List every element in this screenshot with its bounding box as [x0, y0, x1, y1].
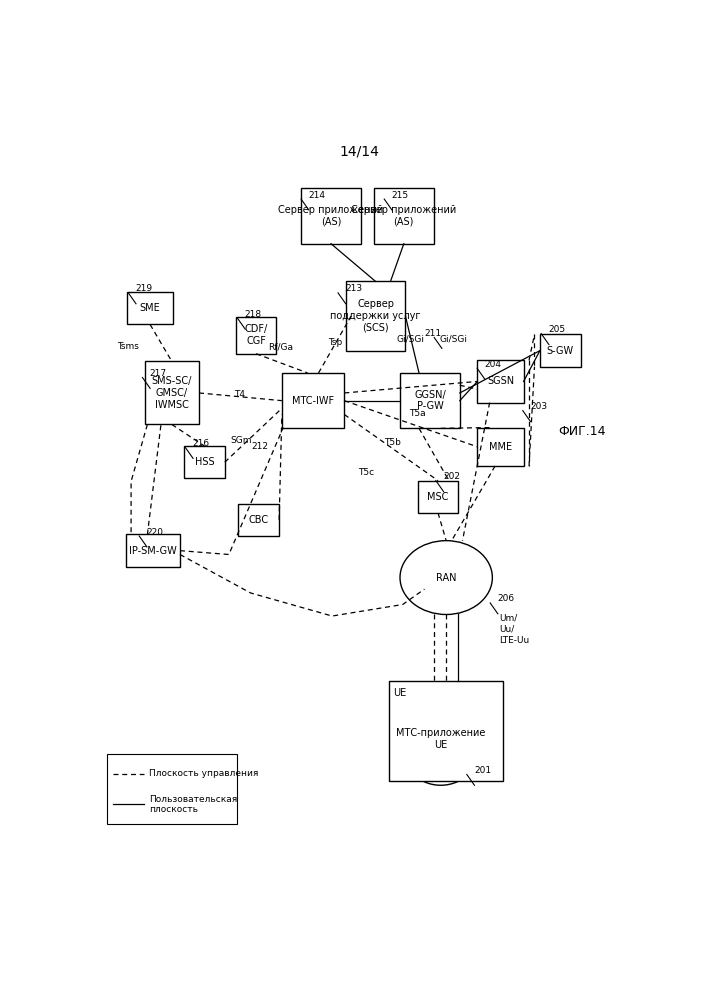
- FancyBboxPatch shape: [236, 317, 276, 354]
- Text: 206: 206: [498, 594, 515, 603]
- FancyBboxPatch shape: [184, 446, 225, 479]
- FancyBboxPatch shape: [540, 335, 580, 367]
- FancyBboxPatch shape: [238, 503, 279, 536]
- Text: LTE-Uu: LTE-Uu: [499, 636, 529, 645]
- Text: RAN: RAN: [436, 572, 456, 582]
- Text: SGSN: SGSN: [487, 377, 514, 387]
- Text: 216: 216: [193, 440, 210, 449]
- Text: 217: 217: [150, 369, 167, 378]
- Text: 219: 219: [135, 285, 153, 294]
- Text: S-GW: S-GW: [547, 346, 574, 356]
- Text: T5a: T5a: [409, 410, 426, 419]
- Text: 213: 213: [346, 285, 362, 294]
- Text: 14/14: 14/14: [339, 145, 379, 159]
- Text: 202: 202: [443, 473, 460, 482]
- Text: 205: 205: [548, 326, 566, 335]
- Text: T4: T4: [234, 390, 245, 399]
- Text: CBC: CBC: [249, 514, 268, 524]
- FancyBboxPatch shape: [389, 681, 503, 781]
- FancyBboxPatch shape: [107, 754, 237, 824]
- Text: IP-SM-GW: IP-SM-GW: [129, 545, 177, 555]
- Text: Tsp: Tsp: [328, 339, 343, 348]
- Text: 214: 214: [308, 191, 325, 200]
- Text: SMS-SC/
GMSC/
IWMSC: SMS-SC/ GMSC/ IWMSC: [151, 377, 192, 410]
- FancyBboxPatch shape: [374, 189, 434, 244]
- Text: Um/: Um/: [499, 613, 517, 622]
- FancyBboxPatch shape: [477, 361, 524, 403]
- Text: T5b: T5b: [384, 439, 401, 448]
- Text: 220: 220: [147, 527, 163, 536]
- Text: Плоскость управления: Плоскость управления: [149, 769, 259, 778]
- Text: GGSN/
P-GW: GGSN/ P-GW: [414, 390, 446, 412]
- Text: MTC-IWF: MTC-IWF: [292, 396, 334, 406]
- Text: Сервер приложений
(AS): Сервер приложений (AS): [278, 205, 383, 227]
- FancyBboxPatch shape: [301, 189, 361, 244]
- FancyBboxPatch shape: [282, 373, 344, 429]
- Text: MSC: MSC: [428, 492, 449, 501]
- Text: 203: 203: [530, 403, 547, 412]
- Text: ФИГ.14: ФИГ.14: [558, 425, 606, 438]
- Text: 215: 215: [392, 191, 409, 200]
- Text: HSS: HSS: [195, 458, 215, 468]
- Text: UE: UE: [393, 687, 407, 697]
- Text: Сервер приложений
(AS): Сервер приложений (AS): [351, 205, 456, 227]
- Text: Tsms: Tsms: [118, 343, 139, 352]
- Text: Gi/SGi: Gi/SGi: [440, 335, 468, 344]
- FancyBboxPatch shape: [144, 362, 199, 425]
- FancyBboxPatch shape: [400, 373, 460, 429]
- FancyBboxPatch shape: [477, 428, 524, 466]
- Text: МТС-приложение
UE: МТС-приложение UE: [396, 728, 485, 750]
- FancyBboxPatch shape: [127, 292, 173, 325]
- FancyBboxPatch shape: [418, 481, 458, 512]
- Text: SGm: SGm: [230, 437, 252, 446]
- Text: 201: 201: [474, 766, 491, 775]
- Text: CDF/
CGF: CDF/ CGF: [245, 325, 268, 346]
- FancyBboxPatch shape: [125, 534, 180, 566]
- Ellipse shape: [397, 693, 484, 785]
- Ellipse shape: [400, 540, 492, 614]
- Text: 211: 211: [424, 329, 442, 338]
- Text: MME: MME: [489, 442, 512, 452]
- FancyBboxPatch shape: [346, 282, 405, 351]
- Text: SME: SME: [139, 304, 161, 314]
- Text: Rf/Ga: Rf/Ga: [268, 343, 294, 352]
- Text: 212: 212: [252, 443, 268, 452]
- Text: 204: 204: [484, 360, 501, 369]
- Text: T5c: T5c: [358, 468, 374, 477]
- Text: Пользовательская
плоскость: Пользовательская плоскость: [149, 794, 237, 814]
- Text: 218: 218: [245, 310, 262, 319]
- Text: Сервер
поддержки услуг
(SCS): Сервер поддержки услуг (SCS): [330, 300, 421, 333]
- Text: Gi/SGi: Gi/SGi: [396, 335, 424, 344]
- Text: Uu/: Uu/: [499, 624, 514, 633]
